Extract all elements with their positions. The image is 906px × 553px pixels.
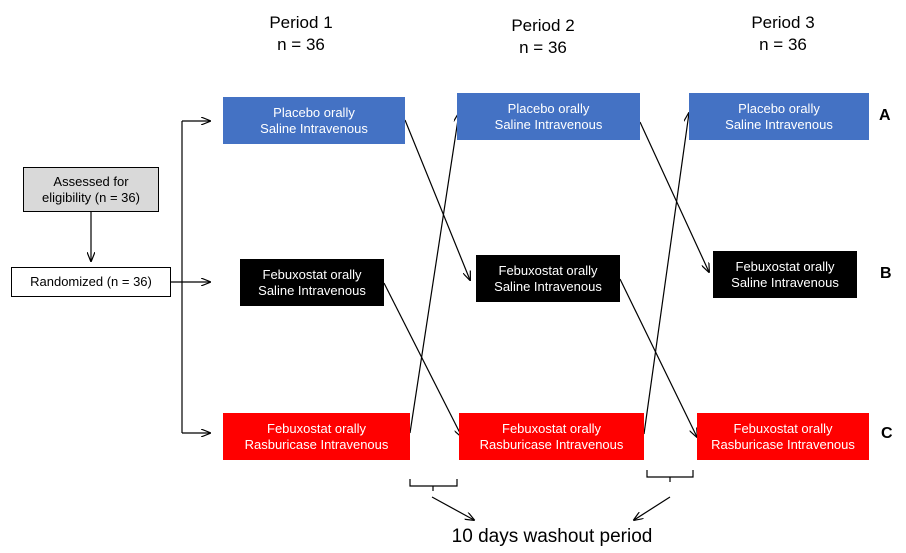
p1-combo-line-1: Febuxostat orally [267, 420, 366, 436]
p2-placebo-line-2: Saline Intravenous [494, 116, 603, 132]
p2-placebo-box: Placebo orally Saline Intravenous [457, 93, 640, 140]
period-2-title: Period 2 [511, 16, 575, 35]
p1-febuxostat-line-2: Saline Intravenous [258, 282, 366, 298]
p3-combo-line-2: Rasburicase Intravenous [711, 436, 855, 452]
arrow-washout-2 [634, 496, 671, 520]
period-3-header: Period 3 n = 36 [723, 12, 843, 56]
p3-febuxostat-box: Febuxostat orally Saline Intravenous [713, 251, 857, 298]
arrow-p1b-to-p2c [383, 282, 462, 437]
period-2-n: n = 36 [519, 38, 567, 57]
washout-bracket-1 [409, 479, 458, 491]
p3-febuxostat-line-2: Saline Intravenous [731, 274, 839, 290]
assessed-line-2: eligibility (n = 36) [42, 189, 140, 205]
p2-febuxostat-box: Febuxostat orally Saline Intravenous [476, 255, 620, 302]
p2-febuxostat-line-1: Febuxostat orally [498, 262, 598, 278]
p3-febuxostat-line-1: Febuxostat orally [735, 258, 835, 274]
period-3-title: Period 3 [751, 13, 815, 32]
p1-placebo-box: Placebo orally Saline Intravenous [223, 97, 405, 144]
washout-bracket-2 [646, 470, 694, 482]
p2-febuxostat-line-2: Saline Intravenous [494, 278, 602, 294]
arrow-p2c-to-p3a [643, 113, 689, 435]
p3-placebo-line-1: Placebo orally [738, 100, 820, 116]
row-label-a: A [879, 107, 891, 124]
arrow-p2b-to-p3c [619, 278, 697, 437]
p2-combo-line-1: Febuxostat orally [502, 420, 601, 436]
p2-combo-line-2: Rasburicase Intravenous [479, 436, 624, 452]
p1-febuxostat-box: Febuxostat orally Saline Intravenous [240, 259, 384, 306]
period-3-n: n = 36 [759, 35, 807, 54]
period-1-header: Period 1 n = 36 [241, 12, 361, 56]
washout-label: 10 days washout period [451, 526, 653, 547]
p1-combo-line-2: Rasburicase Intravenous [244, 436, 389, 452]
period-2-header: Period 2 n = 36 [483, 15, 603, 59]
row-label-c: C [881, 425, 893, 442]
p3-combo-box: Febuxostat orally Rasburicase Intravenou… [697, 413, 869, 460]
p1-combo-box: Febuxostat orally Rasburicase Intravenou… [223, 413, 410, 460]
arrow-washout-1 [431, 496, 474, 520]
period-1-n: n = 36 [277, 35, 325, 54]
p3-placebo-line-2: Saline Intravenous [725, 116, 833, 132]
arrow-p2a-to-p3b [639, 121, 709, 272]
period-1-title: Period 1 [269, 13, 333, 32]
assessed-box: Assessed for eligibility (n = 36) [23, 167, 159, 212]
p1-febuxostat-line-1: Febuxostat orally [262, 266, 362, 282]
p2-combo-box: Febuxostat orally Rasburicase Intravenou… [459, 413, 644, 460]
arrow-p1a-to-p2b [404, 119, 470, 280]
p1-placebo-line-1: Placebo orally [273, 104, 355, 120]
arrow-p1c-to-p2a [409, 113, 459, 434]
row-label-b: B [880, 265, 892, 282]
randomized-box: Randomized (n = 36) [11, 267, 171, 297]
assessed-line-1: Assessed for [53, 173, 129, 189]
p3-placebo-box: Placebo orally Saline Intravenous [689, 93, 869, 140]
p1-placebo-line-2: Saline Intravenous [260, 120, 368, 136]
randomized-label: Randomized (n = 36) [30, 274, 152, 289]
p2-placebo-line-1: Placebo orally [507, 100, 590, 116]
p3-combo-line-1: Febuxostat orally [733, 420, 833, 436]
